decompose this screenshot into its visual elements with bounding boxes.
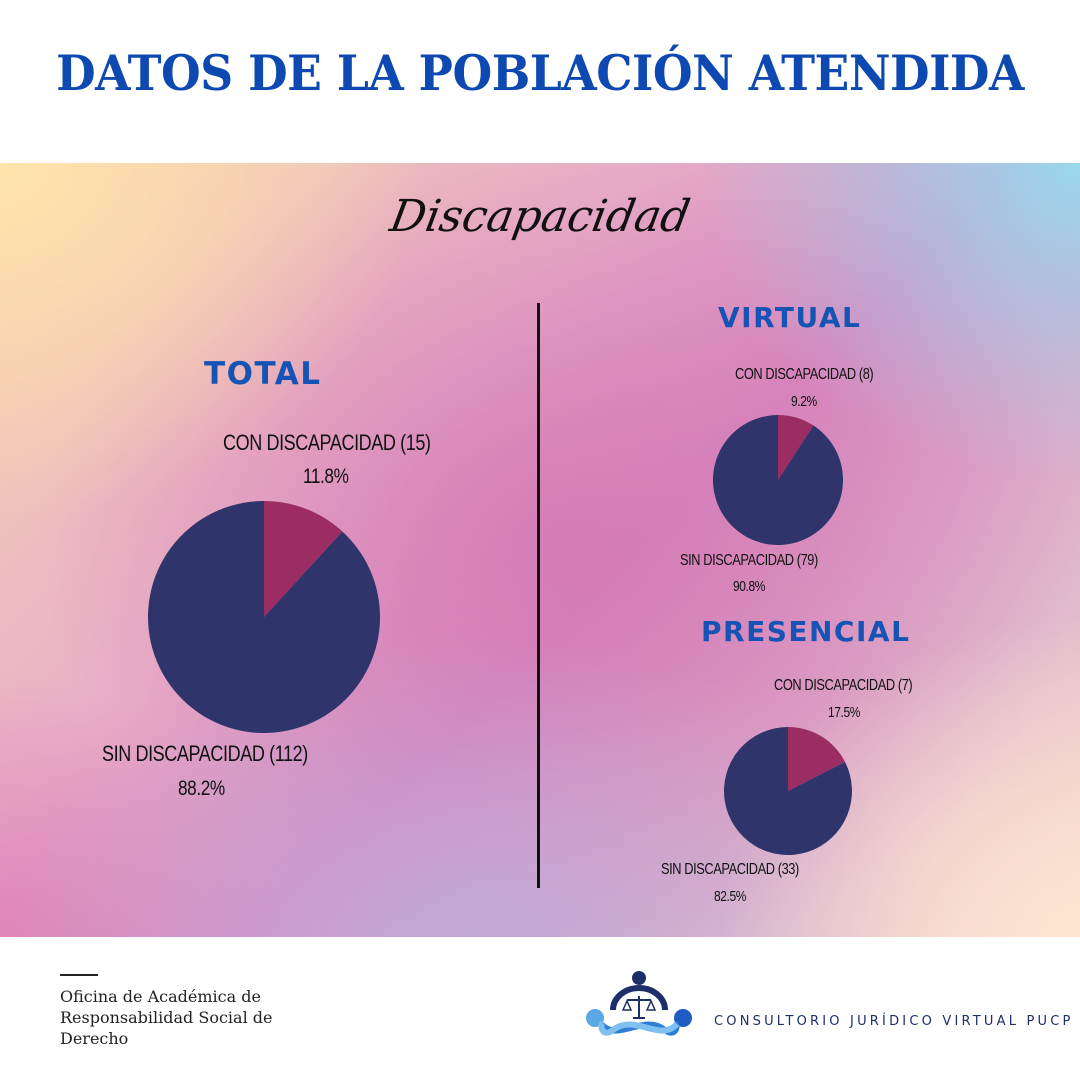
virtual-sin-pct: 90.8% bbox=[733, 578, 766, 595]
total-sin-pct: 88.2% bbox=[178, 777, 225, 800]
pie-slice-sin-discapacidad bbox=[713, 415, 843, 545]
pie-slice-con-discapacidad bbox=[788, 727, 846, 791]
virtual-con-label: CON DISCAPACIDAD (8) bbox=[735, 366, 874, 383]
page-title: DATOS DE LA POBLACIÓN ATENDIDA bbox=[56, 44, 1024, 102]
section-title: Discapacidad bbox=[386, 191, 694, 242]
consultorio-logo-icon bbox=[586, 971, 692, 1036]
footer-rule bbox=[60, 974, 98, 976]
virtual-chart-title: VIRTUAL bbox=[718, 301, 862, 334]
brand-name: CONSULTORIO JURÍDICO VIRTUAL PUCP bbox=[714, 1014, 1074, 1029]
total-chart-title: TOTAL bbox=[204, 356, 322, 392]
infographic-panel: Discapacidad TOTAL CON DISCAPACIDAD (15)… bbox=[0, 163, 1080, 937]
presencial-con-pct: 17.5% bbox=[828, 704, 861, 721]
office-name: Oficina de Académica de Responsabilidad … bbox=[60, 986, 380, 1049]
presencial-sin-label: SIN DISCAPACIDAD (33) bbox=[661, 861, 799, 878]
pie-slice-sin-discapacidad bbox=[724, 727, 852, 855]
total-con-label: CON DISCAPACIDAD (15) bbox=[223, 430, 431, 455]
presencial-chart-title: PRESENCIAL bbox=[701, 615, 911, 648]
presencial-con-label: CON DISCAPACIDAD (7) bbox=[774, 677, 913, 694]
office-line: Responsabilidad Social de bbox=[60, 1008, 273, 1027]
office-line: Oficina de Académica de bbox=[60, 987, 261, 1006]
total-con-pct: 11.8% bbox=[303, 465, 349, 488]
pie-slice-sin-discapacidad bbox=[148, 501, 380, 733]
virtual-sin-label: SIN DISCAPACIDAD (79) bbox=[680, 552, 818, 569]
virtual-pie-chart bbox=[713, 415, 843, 545]
presencial-sin-pct: 82.5% bbox=[714, 888, 747, 905]
total-pie-chart bbox=[148, 501, 380, 733]
pie-slice-con-discapacidad bbox=[778, 415, 814, 480]
pie-slice-con-discapacidad bbox=[264, 501, 343, 617]
presencial-pie-chart bbox=[724, 727, 852, 855]
office-line: Derecho bbox=[60, 1029, 129, 1048]
vertical-divider bbox=[537, 303, 540, 888]
virtual-con-pct: 9.2% bbox=[791, 393, 817, 410]
total-sin-label: SIN DISCAPACIDAD (112) bbox=[102, 741, 308, 766]
